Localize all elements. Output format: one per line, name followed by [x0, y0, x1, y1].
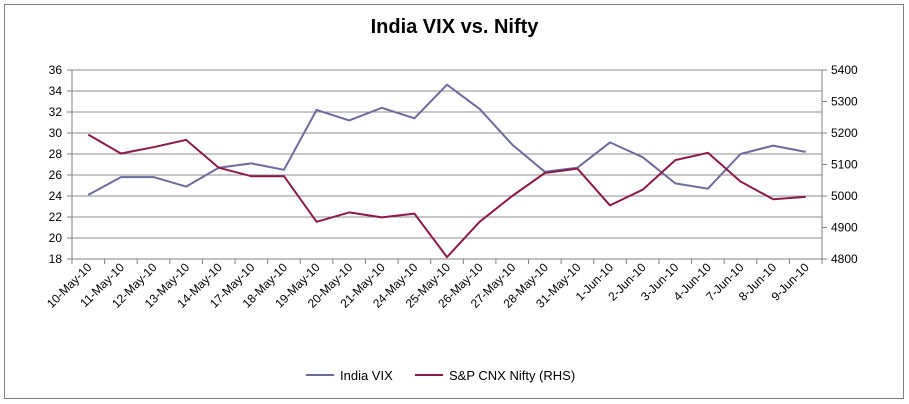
left-tick-label: 32 — [49, 105, 63, 119]
left-tick-label: 28 — [49, 147, 63, 161]
left-tick-label: 36 — [49, 63, 63, 77]
left-tick-label: 18 — [49, 252, 63, 266]
left-tick-label: 34 — [49, 84, 63, 98]
series-lines — [87, 83, 806, 259]
right-tick-label: 5300 — [831, 95, 858, 109]
series-line-1 — [87, 133, 806, 259]
legend-label: India VIX — [340, 368, 393, 383]
right-tick-label: 5000 — [831, 189, 858, 203]
x-axis-ticks: 10-May-1011-May-1012-May-1013-May-1014-M… — [44, 260, 812, 311]
chart-title: India VIX vs. Nifty — [370, 16, 539, 38]
left-axis-ticks: 18 20 22 24 26 28 30 32 34 36 — [49, 63, 63, 266]
right-tick-label: 4900 — [831, 221, 858, 235]
axes — [67, 69, 827, 264]
right-axis-ticks: 4800 4900 5000 5100 5200 5300 5400 — [831, 63, 858, 266]
right-tick-label: 5400 — [831, 63, 858, 77]
gridlines — [72, 69, 822, 239]
right-tick-label: 4800 — [831, 252, 858, 266]
right-tick-label: 5200 — [831, 126, 858, 140]
left-tick-label: 26 — [49, 168, 63, 182]
left-tick-label: 30 — [49, 126, 63, 140]
series-line-0 — [87, 83, 806, 196]
left-tick-label: 20 — [49, 231, 63, 245]
legend-label: S&P CNX Nifty (RHS) — [449, 368, 575, 383]
left-tick-label: 22 — [49, 210, 63, 224]
left-tick-label: 24 — [49, 189, 63, 203]
legend: India VIX S&P CNX Nifty (RHS) — [306, 368, 575, 383]
right-tick-label: 5100 — [831, 158, 858, 172]
